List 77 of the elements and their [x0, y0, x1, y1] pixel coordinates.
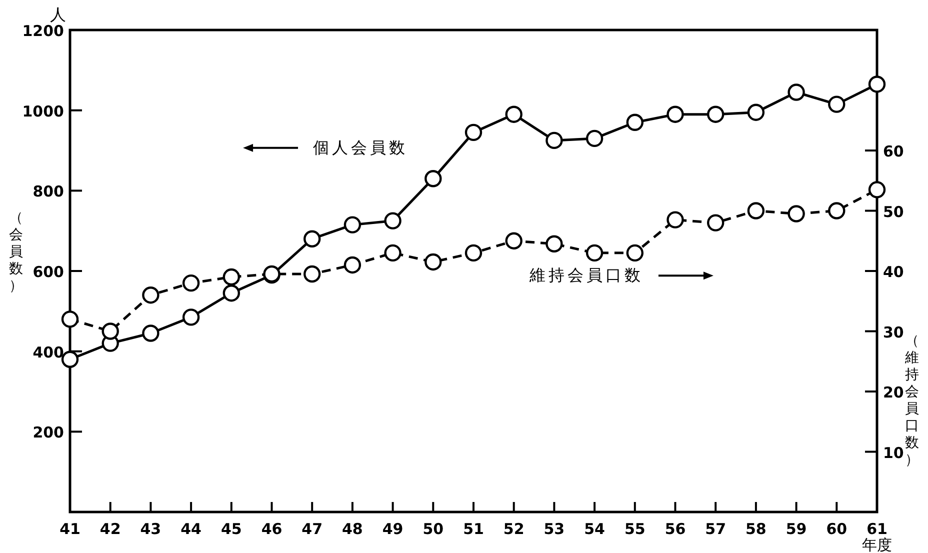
- point: [464, 244, 482, 262]
- point: [344, 256, 362, 274]
- point: [546, 132, 563, 150]
- point: [464, 124, 482, 142]
- x-tick-label: 58: [746, 520, 766, 538]
- point: [707, 214, 724, 232]
- point: [666, 211, 684, 228]
- x-tick-label: 49: [382, 520, 404, 538]
- x-tick-label: 60: [826, 520, 848, 538]
- x-tick-label: 56: [664, 520, 686, 538]
- point: [424, 253, 442, 271]
- point: [222, 284, 240, 302]
- x-tick-label: 52: [503, 520, 524, 538]
- point: [505, 232, 522, 250]
- point: [384, 212, 402, 230]
- point: [828, 202, 846, 220]
- point: [546, 235, 563, 252]
- x-tick-label: 48: [342, 520, 363, 538]
- point: [142, 324, 160, 342]
- point: [304, 230, 321, 248]
- point: [868, 181, 886, 198]
- point: [828, 96, 846, 113]
- point: [222, 268, 240, 286]
- x-tick-label: 44: [180, 520, 202, 538]
- point: [788, 205, 805, 222]
- point: [868, 76, 886, 93]
- point: [505, 106, 522, 123]
- y2-tick-label: 50: [883, 202, 904, 221]
- y-tick-label: 200: [32, 424, 64, 442]
- point: [142, 286, 160, 304]
- x-tick-label: 47: [302, 520, 323, 538]
- point: [344, 216, 362, 234]
- y-tick-label: 1000: [22, 102, 64, 120]
- y2-tick-label: 20: [883, 384, 904, 402]
- point: [586, 130, 604, 148]
- x-tick-label: 57: [705, 520, 726, 538]
- x-tick-label: 41: [60, 520, 80, 538]
- y-tick-label: 1200: [22, 22, 64, 40]
- x-tick-label: 45: [220, 520, 242, 538]
- point: [102, 322, 119, 340]
- point: [61, 310, 79, 328]
- x-tick-label: 42: [100, 520, 121, 538]
- y2-tick-label: 10: [883, 444, 904, 462]
- point: [424, 170, 442, 188]
- legend-label: 個人会員数: [313, 138, 408, 157]
- x-axis-title: 年度: [862, 536, 892, 553]
- y2-tick-label: 40: [883, 263, 904, 281]
- y2-tick-label: 30: [883, 323, 904, 342]
- series-label: 維持会員口数: [528, 266, 644, 285]
- point: [626, 114, 644, 131]
- point: [626, 244, 644, 262]
- point: [182, 274, 200, 292]
- y-tick-label: 600: [32, 263, 64, 281]
- y2-axis-title: （維持会員口数）: [904, 333, 919, 468]
- x-tick-label: 61: [866, 520, 888, 538]
- x-tick-label: 43: [140, 520, 162, 538]
- y-axis-title: （会員数）: [9, 210, 23, 294]
- point: [788, 84, 805, 101]
- x-tick-label: 54: [584, 520, 605, 538]
- y-tick-label: 800: [32, 182, 64, 201]
- x-tick-label: 46: [261, 520, 282, 538]
- point: [747, 202, 765, 220]
- x-tick-label: 50: [422, 520, 444, 538]
- point: [747, 104, 765, 121]
- point: [586, 244, 604, 262]
- point: [707, 106, 724, 123]
- y2-tick-label: 60: [883, 142, 904, 160]
- x-tick-label: 51: [463, 520, 484, 538]
- y-tick-label: 400: [32, 343, 64, 362]
- point: [304, 265, 321, 283]
- point: [384, 244, 402, 262]
- text: 人: [50, 5, 66, 24]
- point: [666, 106, 684, 123]
- point: [182, 308, 200, 326]
- x-tick-label: 59: [786, 520, 807, 538]
- x-tick-label: 53: [544, 520, 565, 538]
- x-tick-label: 55: [624, 520, 646, 538]
